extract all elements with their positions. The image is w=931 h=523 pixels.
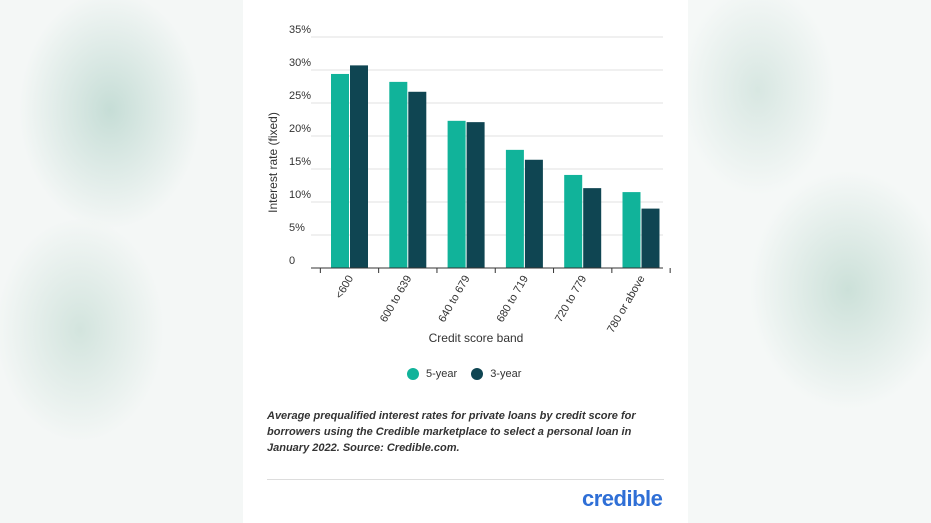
- x-tick-label: 780 or above: [605, 274, 648, 336]
- legend-swatch-3-year: [471, 368, 484, 380]
- chart-caption: Average prequalified interest rates for …: [267, 410, 636, 454]
- bar-3-year-3: [524, 159, 543, 268]
- bar-5-year-3: [505, 149, 524, 268]
- legend-swatch-5-year: [407, 368, 419, 380]
- bar-5-year-2: [447, 120, 466, 268]
- background-left: [0, 0, 243, 523]
- x-axis-label: Credit score band: [429, 331, 524, 345]
- legend-item-3-year: 3-year: [471, 368, 521, 380]
- legend-item-5-year: 5-year: [407, 368, 457, 380]
- credible-logo: credible: [582, 486, 663, 511]
- bar-3-year-5: [641, 208, 660, 268]
- y-tick-label: 5%: [289, 222, 305, 234]
- y-tick-label: 25%: [289, 90, 311, 102]
- divider: [267, 479, 664, 480]
- x-tick-label: 600 to 639: [378, 274, 414, 325]
- background-right: [688, 0, 931, 523]
- bar-5-year-0: [331, 73, 349, 269]
- y-tick-label: 35%: [289, 24, 311, 36]
- chart-card: 0 5% 10% 15% 20% 25% 30% 35% <600 600 to 639 640 …: [243, 0, 688, 523]
- y-tick-label: 15%: [289, 156, 311, 168]
- chart-legend: 5-year 3-year: [407, 368, 535, 380]
- x-tick-label: 720 to 779: [553, 274, 589, 325]
- y-axis-label: Interest rate (fixed): [266, 112, 280, 213]
- bar-3-year-1: [408, 91, 427, 268]
- y-tick-label: 0: [289, 255, 295, 267]
- y-tick-label: 20%: [289, 123, 311, 135]
- bar-5-year-4: [564, 174, 583, 268]
- bar-5-year-1: [389, 81, 408, 268]
- bar-5-year-5: [622, 192, 641, 268]
- bar-3-year-2: [466, 122, 485, 268]
- bar-3-year-0: [350, 65, 368, 268]
- bar-3-year-4: [583, 188, 602, 268]
- legend-label-3-year: 3-year: [490, 368, 522, 380]
- bar-chart: 0 5% 10% 15% 20% 25% 30% 35% <600 600 to 639 640 …: [266, 24, 671, 345]
- x-tick-label: <600: [333, 274, 356, 301]
- y-tick-label: 10%: [289, 189, 311, 201]
- x-tick-label: 680 to 719: [495, 274, 531, 325]
- x-tick-label: 640 to 679: [436, 274, 472, 325]
- y-tick-label: 30%: [289, 57, 311, 69]
- legend-label-5-year: 5-year: [426, 368, 458, 380]
